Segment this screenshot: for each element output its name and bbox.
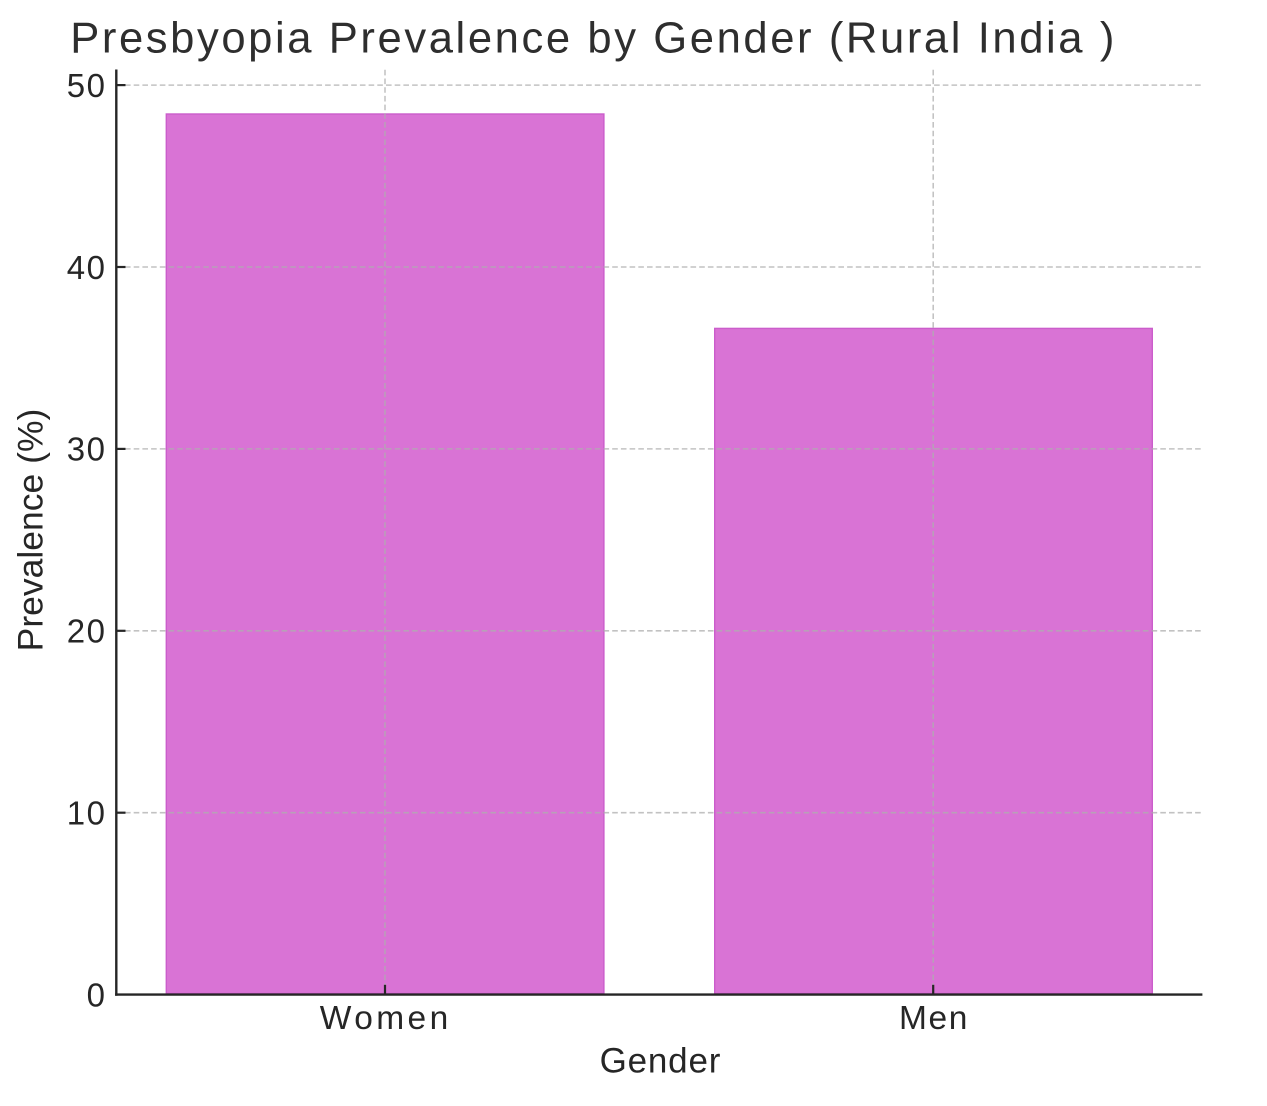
- svg-text:Presbyopia Prevalence by Gende: Presbyopia Prevalence by Gender (Rural I…: [70, 15, 1117, 63]
- svg-text:10: 10: [67, 795, 107, 832]
- svg-text:Prevalence (%): Prevalence (%): [11, 409, 51, 652]
- svg-text:30: 30: [67, 431, 107, 468]
- svg-text:Men: Men: [899, 1000, 969, 1037]
- svg-text:0: 0: [87, 976, 107, 1013]
- svg-text:Gender: Gender: [600, 1042, 722, 1081]
- svg-text:20: 20: [67, 613, 107, 650]
- svg-text:40: 40: [67, 249, 107, 286]
- svg-text:Women: Women: [320, 1000, 452, 1037]
- svg-text:50: 50: [67, 67, 107, 104]
